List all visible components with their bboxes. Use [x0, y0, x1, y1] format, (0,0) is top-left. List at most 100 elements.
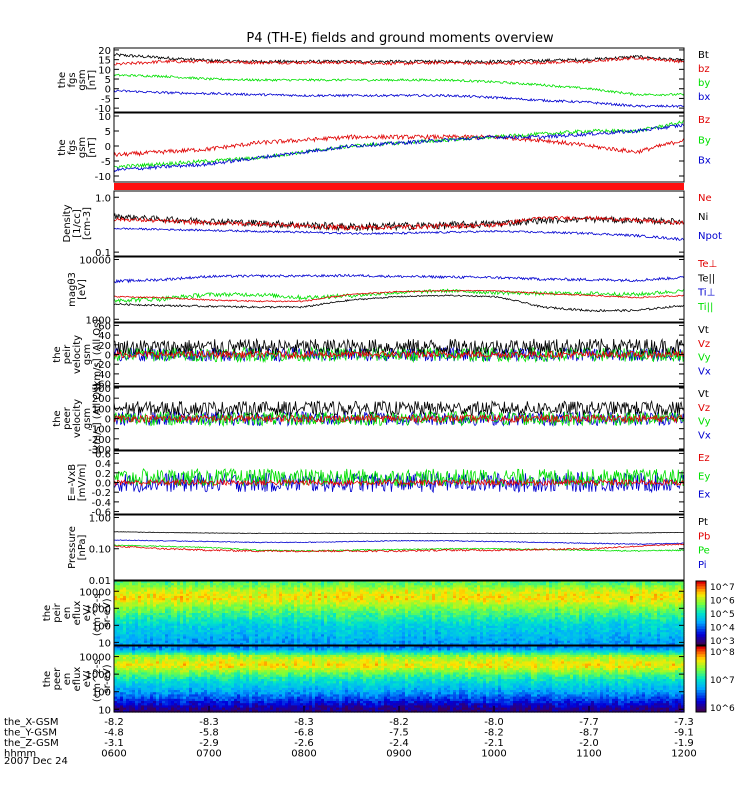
spectrogram-cell — [351, 623, 355, 627]
spectrogram-cell — [483, 617, 487, 620]
spectrogram-cell — [225, 627, 229, 631]
spectrogram-cell — [138, 619, 142, 623]
spectrogram-cell — [414, 598, 418, 601]
spectrogram-cell — [315, 619, 319, 623]
spectrogram-cell — [393, 585, 397, 588]
spectrogram-cell — [372, 627, 376, 631]
spectrogram-cell — [267, 585, 271, 588]
spectrogram-cell — [480, 630, 484, 633]
spectrogram-cell — [336, 621, 340, 625]
spectrogram-cell — [453, 583, 457, 586]
spectrogram-cell — [276, 583, 280, 586]
spectrogram-cell — [480, 634, 484, 638]
spectrogram-cell — [267, 610, 271, 614]
spectrogram-cell — [255, 604, 259, 608]
spectrogram-cell — [240, 593, 244, 597]
spectrogram-cell — [201, 583, 205, 586]
spectrogram-cell — [363, 600, 367, 603]
spectrogram-cell — [234, 606, 238, 610]
spectrogram-cell — [468, 613, 472, 616]
spectrogram-cell — [129, 625, 133, 629]
spectrogram-cell — [372, 613, 376, 616]
spectrogram-cell — [501, 587, 505, 591]
spectrogram-cell — [417, 615, 421, 618]
spectrogram-cell — [276, 638, 280, 642]
spectrogram-cell — [438, 589, 442, 593]
spectrogram-cell — [243, 615, 247, 618]
spectrogram-cell — [162, 587, 166, 591]
spectrogram-cell — [270, 613, 274, 616]
spectrogram-cell — [216, 589, 220, 593]
spectrogram-cell — [420, 617, 424, 620]
spectrogram-cell — [216, 581, 220, 584]
spectrogram-cell — [492, 604, 496, 608]
spectrogram-cell — [303, 595, 307, 599]
spectrogram-cell — [354, 625, 358, 629]
spectrogram-cell — [291, 623, 295, 627]
spectrogram-cell — [333, 613, 337, 616]
spectrogram-cell — [390, 630, 394, 633]
spectrogram-cell — [462, 627, 466, 631]
spectrogram-cell — [348, 602, 352, 606]
spectrogram-cell — [135, 606, 139, 610]
spectrogram-cell — [309, 591, 313, 595]
spectrogram-cell — [339, 617, 343, 620]
spectrogram-cell — [213, 632, 217, 635]
spectrogram-cell — [468, 606, 472, 610]
spectrogram-cell — [519, 602, 523, 606]
spectrogram-cell — [174, 619, 178, 623]
spectrogram-cell — [282, 642, 286, 646]
spectrogram-cell — [249, 617, 253, 620]
spectrogram-cell — [291, 608, 295, 612]
spectrogram-cell — [315, 581, 319, 584]
spectrogram-cell — [318, 589, 322, 593]
spectrogram-cell — [195, 623, 199, 627]
spectrogram-cell — [387, 619, 391, 623]
spectrogram-cell — [141, 630, 145, 633]
spectrogram-cell — [159, 640, 163, 644]
spectrogram-cell — [249, 602, 253, 606]
spectrogram-cell — [510, 585, 514, 588]
spectrogram-cell — [453, 619, 457, 623]
spectrogram-cell — [447, 623, 451, 627]
spectrogram-cell — [195, 638, 199, 642]
panel-6: VtVzVyVx3002001000-100-200-300thepeervel… — [52, 383, 711, 456]
spectrogram-cell — [525, 630, 529, 633]
spectrogram-cell — [228, 623, 232, 627]
spectrogram-cell — [510, 625, 514, 629]
spectrogram-cell — [426, 630, 430, 633]
spectrogram-cell — [498, 617, 502, 620]
spectrogram-cell — [483, 591, 487, 595]
spectrogram-cell — [204, 636, 208, 640]
spectrogram-cell — [150, 602, 154, 606]
spectrogram-cell — [327, 589, 331, 593]
spectrogram-cell — [120, 617, 124, 620]
spectrogram-cell — [180, 593, 184, 597]
spectrogram-cell — [510, 587, 514, 591]
spectrogram-cell — [261, 613, 265, 616]
spectrogram-cell — [456, 585, 460, 588]
spectrogram-cell — [255, 632, 259, 635]
spectrogram-cell — [180, 595, 184, 599]
spectrogram-cell — [492, 587, 496, 591]
y-tick-label: -200 — [88, 435, 111, 446]
spectrogram-cell — [321, 632, 325, 635]
spectrogram-cell — [360, 587, 364, 591]
spectrogram-cell — [378, 613, 382, 616]
spectrogram-cell — [510, 640, 514, 644]
spectrogram-cell — [423, 638, 427, 642]
spectrogram-cell — [468, 634, 472, 638]
spectrogram-cell — [378, 602, 382, 606]
spectrogram-cell — [267, 602, 271, 606]
spectrogram-cell — [162, 610, 166, 614]
spectrogram-cell — [318, 627, 322, 631]
spectrogram-cell — [300, 589, 304, 593]
spectrogram-cell — [399, 623, 403, 627]
legend-label: Vy — [698, 353, 711, 364]
spectrogram-cell — [363, 589, 367, 593]
y-axis-label-line: [nPa] — [77, 534, 88, 560]
spectrogram-cell — [462, 617, 466, 620]
spectrogram-cell — [528, 634, 532, 638]
spectrogram-cell — [246, 600, 250, 603]
